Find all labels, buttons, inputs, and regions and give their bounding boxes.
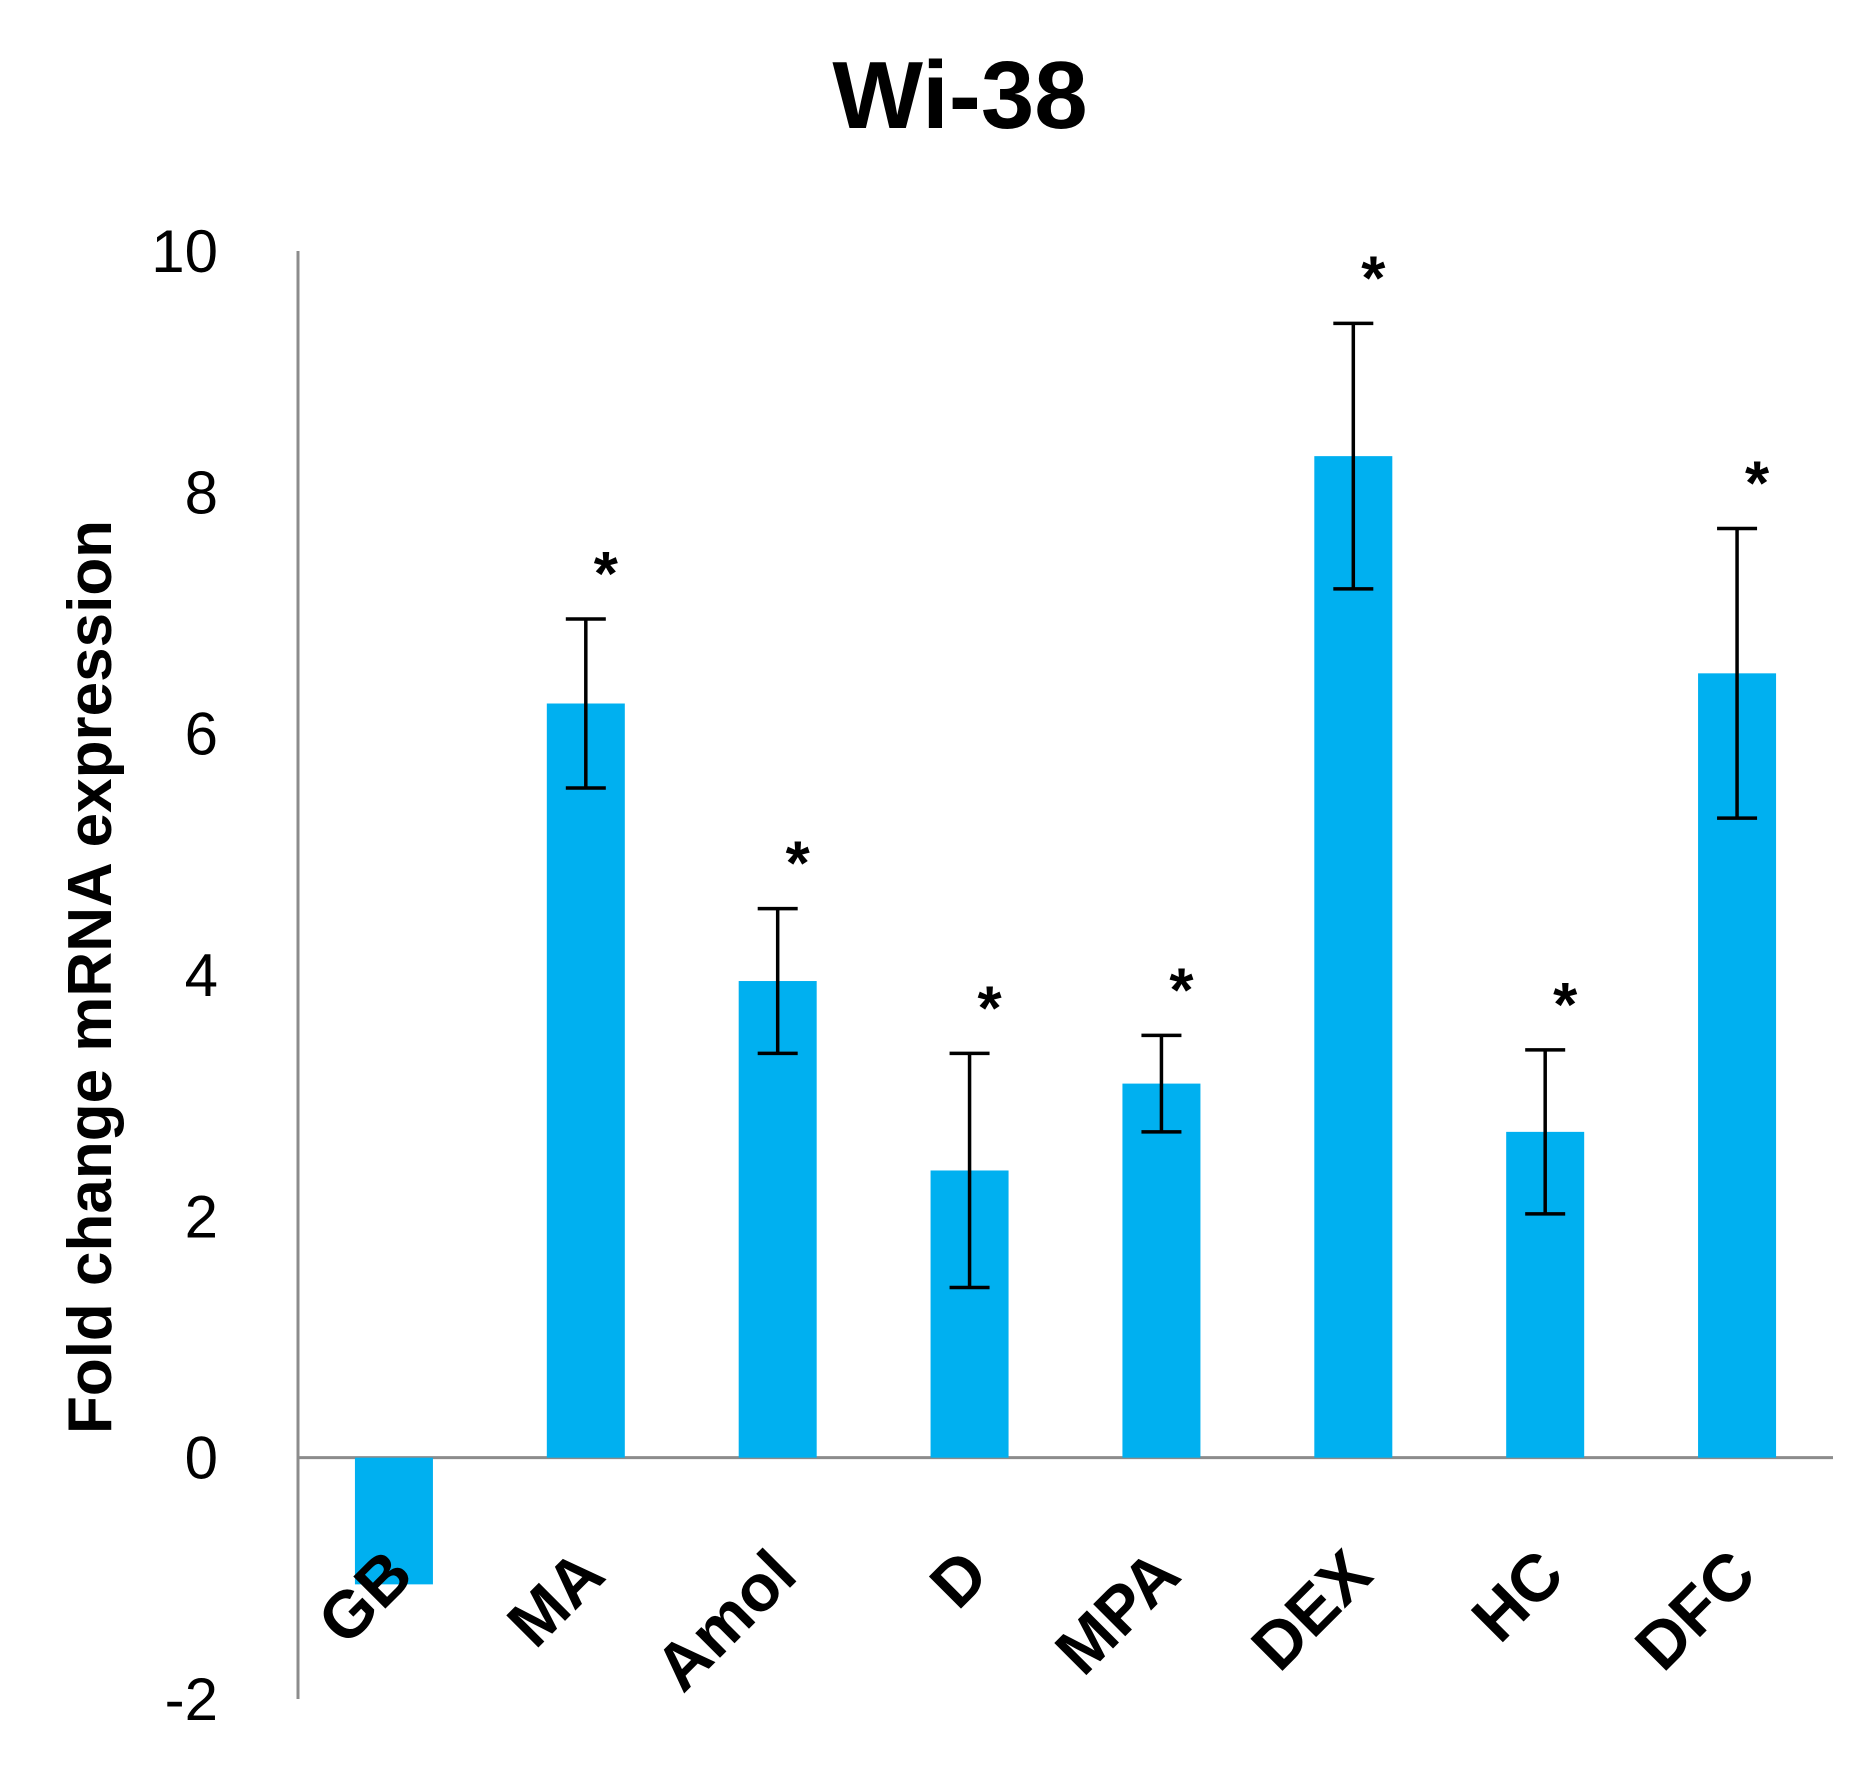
y-tick-labels: -2 0 2 4 6 8 10 [151, 218, 218, 1733]
x-tick-label: Amol [641, 1536, 810, 1705]
x-tick-labels: GB MA Amol D MPA DEX HC DFC [304, 1536, 1769, 1705]
error-bar-dex [1333, 321, 1374, 591]
error-bar-mpa [1141, 1033, 1182, 1134]
bar-amol [738, 981, 817, 1458]
error-bar-ma [565, 617, 606, 790]
significance-star: * [786, 830, 811, 899]
x-tick-label: MPA [1041, 1536, 1194, 1689]
x-tick-label: DEX [1237, 1536, 1385, 1684]
y-tick-label: 2 [185, 1183, 218, 1250]
y-tick-label: -2 [165, 1666, 218, 1733]
significance-star: * [1169, 956, 1194, 1025]
bar-ma [546, 703, 625, 1458]
significance-star: * [1553, 971, 1578, 1040]
y-axis-label: Fold change mRNA expression [56, 520, 125, 1434]
error-bars [565, 321, 1758, 1290]
chart-title: Wi-38 [832, 42, 1087, 149]
x-tick-label: MA [493, 1536, 618, 1661]
error-bar-d [949, 1051, 990, 1290]
error-bar-hc [1525, 1048, 1566, 1216]
significance-star: * [1361, 244, 1386, 313]
error-bar-amol [757, 906, 798, 1056]
bar-dex [1314, 456, 1393, 1458]
y-tick-label: 10 [151, 218, 218, 285]
y-tick-label: 4 [185, 942, 218, 1009]
x-tick-label: HC [1457, 1536, 1577, 1656]
significance-star: * [594, 540, 619, 609]
y-tick-label: 8 [185, 459, 218, 526]
significance-star: * [1745, 450, 1770, 519]
bar-gb [354, 1457, 433, 1585]
y-tick-label: 0 [185, 1425, 218, 1492]
x-tick-label: DFC [1621, 1536, 1769, 1684]
bars [354, 456, 1777, 1585]
significance-markers: * * * * * * * [594, 244, 1770, 1043]
error-bar-dfc [1717, 526, 1758, 820]
significance-star: * [977, 974, 1002, 1043]
y-tick-label: 6 [185, 701, 218, 768]
bar-mpa [1122, 1083, 1201, 1458]
x-tick-label: D [915, 1536, 1001, 1622]
